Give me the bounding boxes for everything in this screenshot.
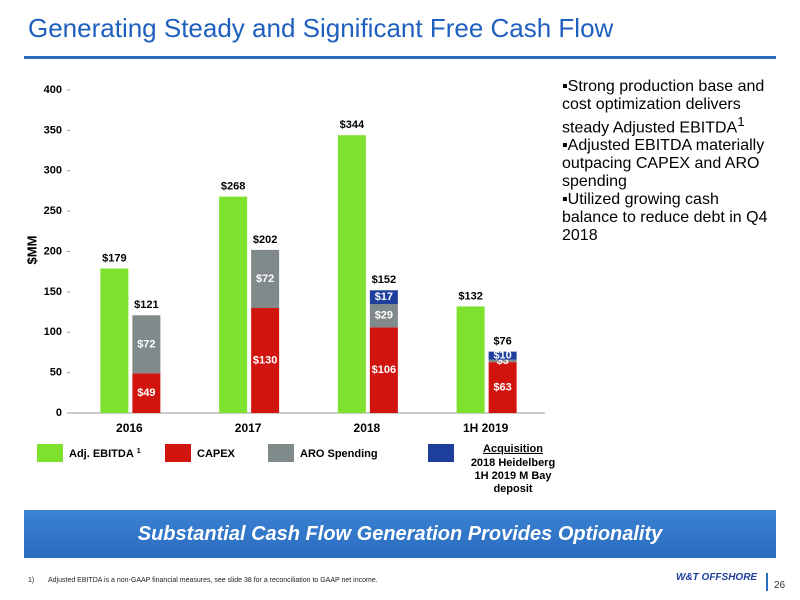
banner: Substantial Cash Flow Generation Provide…: [24, 510, 776, 558]
total-label: $121: [134, 299, 158, 311]
y-tick-label: 100: [44, 326, 62, 338]
bullet-list: ▪Strong production base and cost optimiz…: [562, 78, 772, 245]
y-tick-label: 350: [44, 124, 62, 136]
bar-segment: [337, 135, 366, 413]
bullet: ▪Strong production base and cost optimiz…: [562, 78, 772, 137]
y-tick-label: 250: [44, 205, 62, 217]
legend-label: Acquisition: [483, 443, 543, 455]
data-label: $10: [493, 350, 511, 362]
legend-detail: 1H 2019 M Bay: [474, 470, 552, 482]
total-label: $76: [493, 336, 511, 348]
data-label: $179: [102, 252, 126, 264]
x-tick-label: 1H 2019: [463, 421, 509, 435]
legend-label-text: Adj. EBITDA: [69, 448, 134, 460]
legend-label-text: ARO Spending: [300, 448, 378, 460]
legend-label: Adj. EBITDA 1: [69, 448, 141, 460]
footnote-number: 1): [28, 577, 35, 584]
y-tick-label: 0: [56, 407, 62, 419]
data-label: $106: [372, 364, 396, 376]
legend-swatch: [165, 444, 191, 462]
bullet-text: Adjusted EBITDA materially outpacing CAP…: [562, 137, 765, 191]
legend-label: ARO Spending: [300, 448, 378, 460]
bar-segment: [369, 290, 398, 304]
data-label: $29: [375, 310, 393, 322]
bar-segment: [488, 362, 517, 413]
bar-segment: [456, 306, 485, 413]
legend-label: CAPEX: [197, 448, 236, 460]
total-label: $152: [372, 274, 396, 286]
bullet-marker: ▪: [562, 78, 568, 95]
data-label: $72: [137, 338, 155, 350]
data-label: $72: [256, 273, 274, 285]
y-axis-label: $MM: [24, 236, 39, 265]
bar-segment: [369, 303, 398, 328]
bullet-text: Strong production base and cost optimiza…: [562, 78, 765, 137]
y-tick-label: 200: [44, 245, 62, 257]
bar-segment: [132, 315, 161, 374]
legend-detail: deposit: [493, 483, 532, 495]
logo: W&T OFFSHORE: [676, 572, 758, 583]
y-tick-label: 300: [44, 165, 62, 177]
bullet: ▪Adjusted EBITDA materially outpacing CA…: [562, 137, 772, 191]
bullet: ▪Utilized growing cash balance to reduce…: [562, 191, 772, 245]
bullet-superscript: 1: [737, 114, 745, 129]
bar-segment: [488, 351, 517, 360]
legend-swatch: [268, 444, 294, 462]
bar-segment: [251, 249, 280, 309]
bullet-marker: ▪: [562, 191, 568, 209]
data-label: $132: [458, 290, 482, 302]
legend-swatch: [37, 444, 63, 462]
legend-label-text: CAPEX: [197, 448, 236, 460]
title-rule: [24, 56, 776, 59]
y-tick-label: 50: [50, 367, 62, 379]
data-label: $17: [375, 291, 393, 303]
legend-detail: 2018 Heidelberg: [471, 457, 555, 469]
bar-segment: [251, 308, 280, 413]
data-label: $268: [221, 180, 245, 192]
bar-segment: [488, 359, 517, 363]
legend-swatch: [428, 444, 454, 462]
y-tick-label: 150: [44, 286, 62, 298]
x-tick-label: 2018: [354, 421, 381, 435]
x-tick-label: 2016: [116, 421, 143, 435]
data-label: $344: [340, 119, 365, 131]
bar-segment: [100, 268, 129, 413]
data-label: $63: [493, 381, 511, 393]
y-tick-label: 400: [44, 84, 62, 96]
x-tick-label: 2017: [235, 421, 262, 435]
slide-title: Generating Steady and Significant Free C…: [28, 13, 614, 43]
bar-segment: [369, 327, 398, 413]
total-label: $202: [253, 234, 277, 246]
page-number: 26: [774, 580, 786, 591]
data-label: $49: [137, 387, 155, 399]
data-label: $130: [253, 354, 277, 366]
bullet-text: Utilized growing cash balance to reduce …: [562, 191, 768, 245]
footnote-text: Adjusted EBITDA is a non-GAAP financial …: [48, 577, 378, 584]
bar-segment: [219, 196, 248, 413]
bullet-marker: ▪: [562, 137, 568, 155]
legend-superscript: 1: [137, 448, 141, 455]
bar-segment: [132, 373, 161, 413]
logo-divider: [766, 573, 768, 591]
